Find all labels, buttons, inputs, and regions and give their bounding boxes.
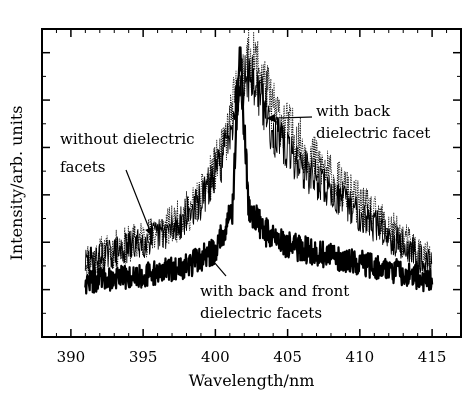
x-tick-label-410: 410 <box>346 348 375 366</box>
annotation-arrow-back_front <box>209 256 227 277</box>
annotation-arrow-back <box>266 113 313 123</box>
y-axis-label: Intensity/arb. units <box>7 106 26 261</box>
x-tick-label-395: 395 <box>129 348 158 366</box>
x-tick-label-415: 415 <box>418 348 447 366</box>
x-tick-label-400: 400 <box>201 348 230 366</box>
series-back_front <box>84 46 434 295</box>
annotation-layer: without dielectric facets with back dielect… <box>60 102 430 322</box>
x-axis-label: Wavelength/nm <box>189 371 315 390</box>
y-ticks <box>42 51 461 314</box>
x-tick-label-405: 405 <box>273 348 302 366</box>
annotation-back-line-1: with back <box>316 102 391 120</box>
annotation-arrow-without <box>125 169 153 237</box>
annotation-without-line-2: facets <box>60 158 106 176</box>
annotation-back-line-2: dielectric facet <box>316 124 430 142</box>
annotation-back_front-line-2: dielectric facets <box>200 304 322 322</box>
x-tick-label-390: 390 <box>57 348 86 366</box>
annotation-without-line-1: without dielectric <box>60 130 195 148</box>
x-axis-ticks: 390 395 400 405 410 415 <box>41 29 462 366</box>
annotation-back_front-line-1: with back and front <box>200 282 349 300</box>
series-back <box>84 47 433 281</box>
series-layer <box>84 29 434 295</box>
plot-frame <box>41 28 462 338</box>
series-without <box>84 29 433 276</box>
